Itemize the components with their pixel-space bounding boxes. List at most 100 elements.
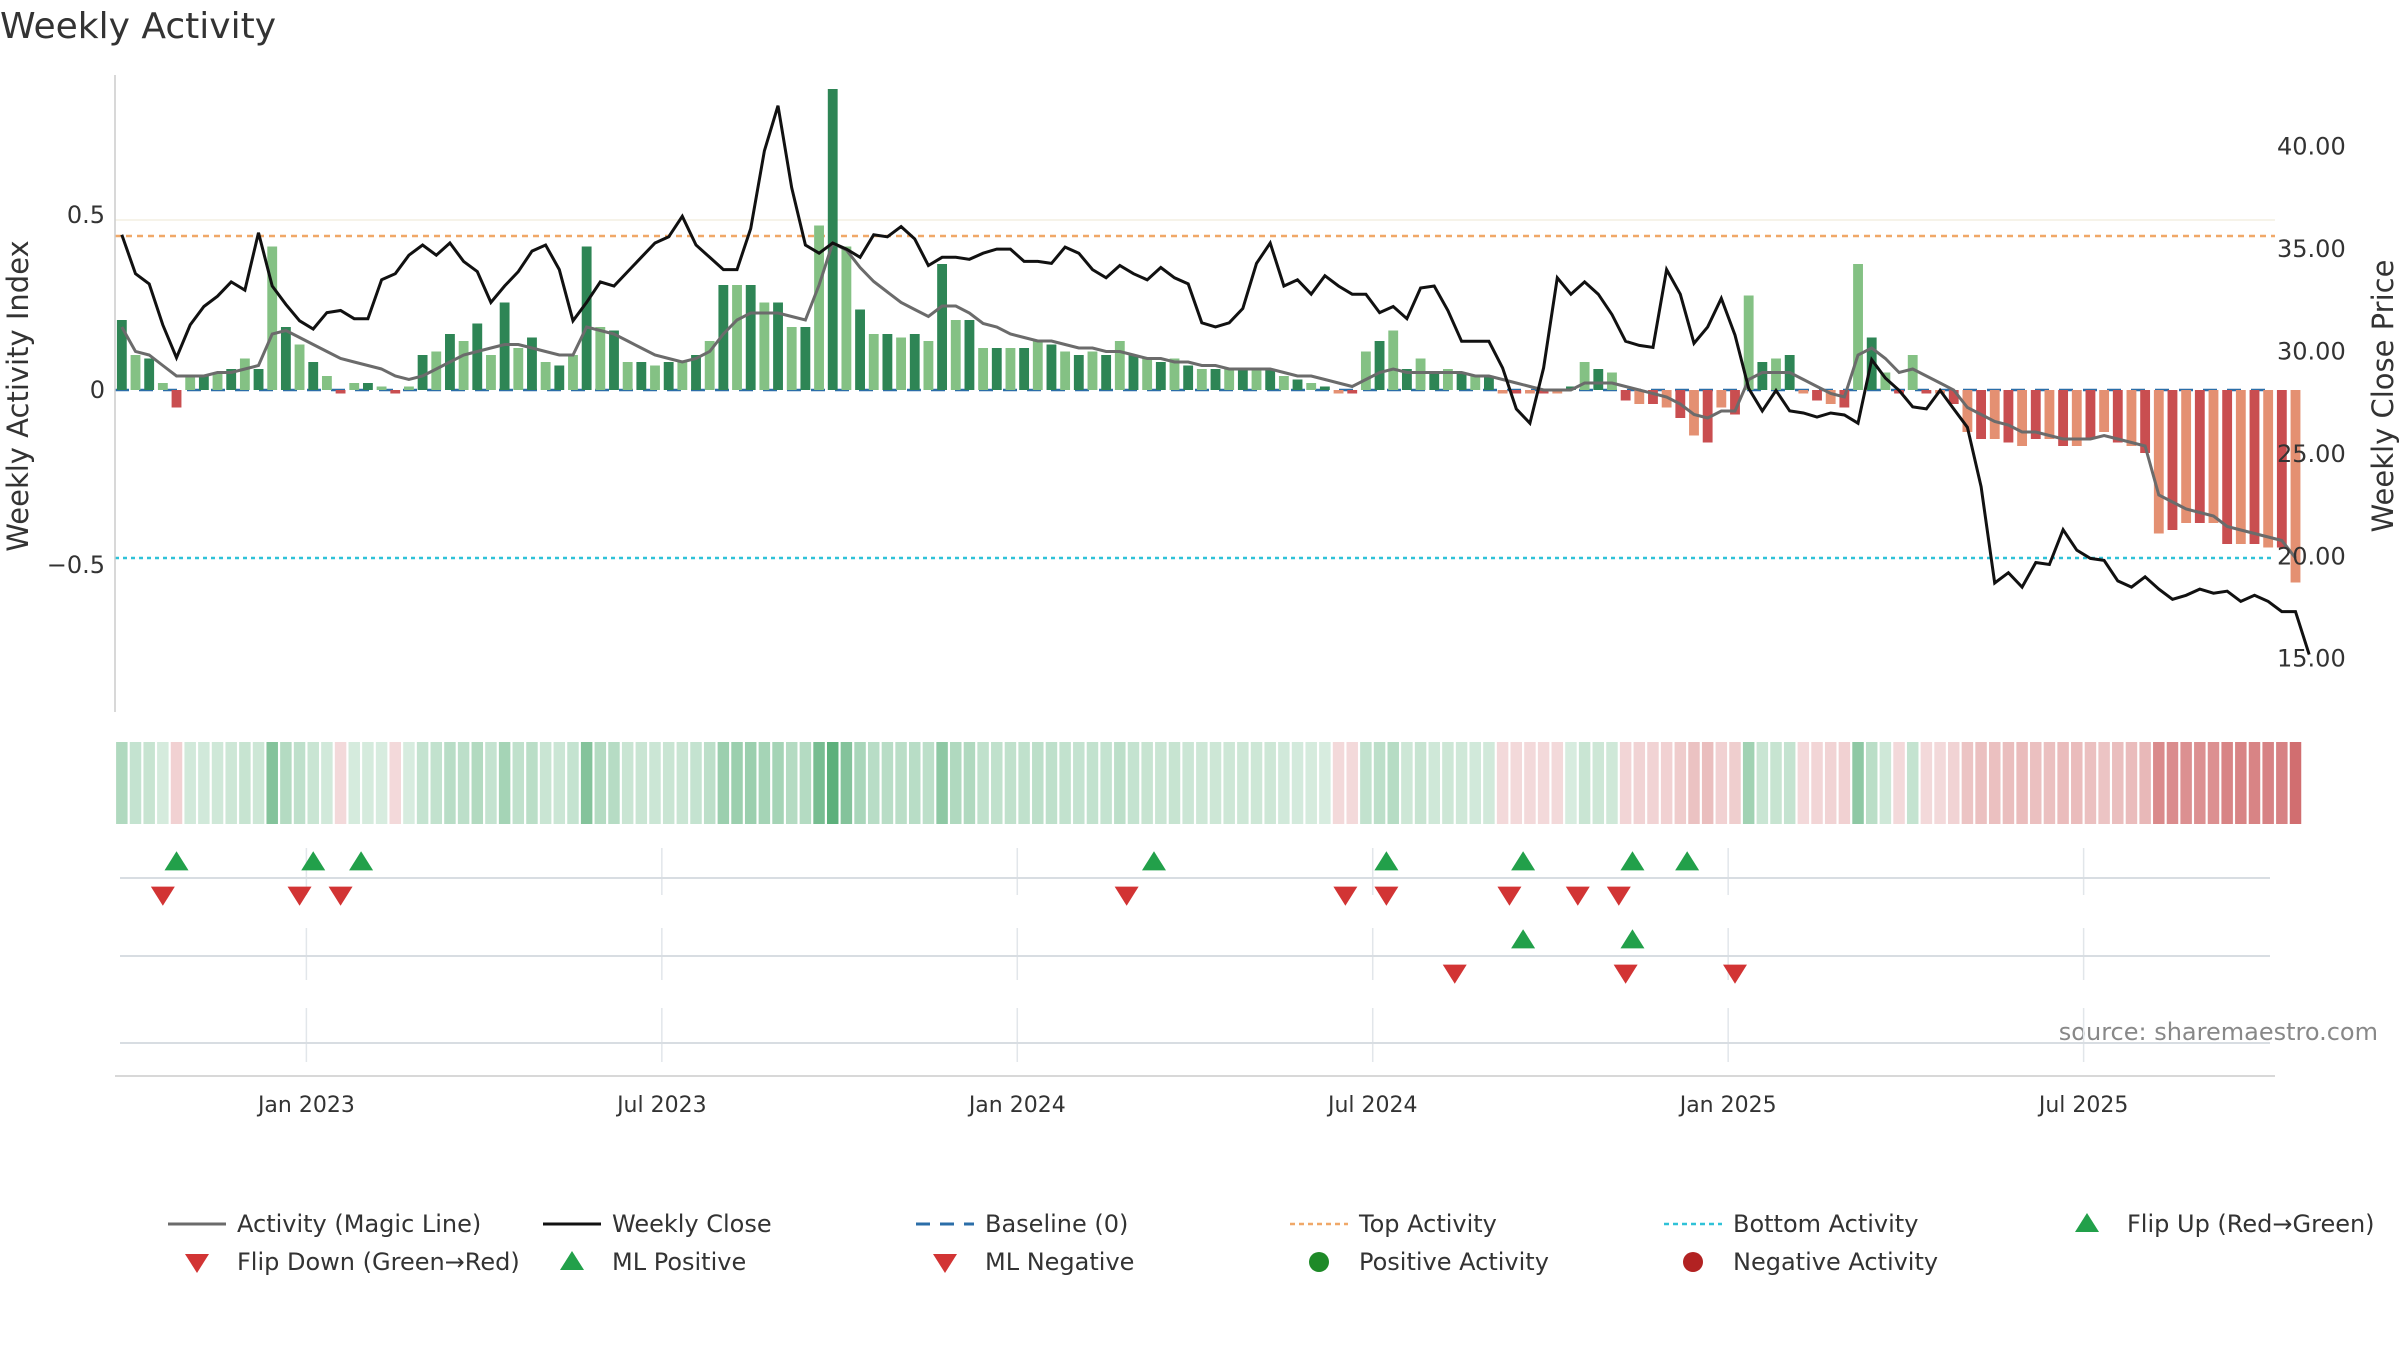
- flip-down-marker: [287, 886, 312, 906]
- heat-strip-cell: [785, 742, 798, 824]
- heat-strip-cell: [1223, 742, 1235, 824]
- heat-strip-cell: [2207, 742, 2220, 824]
- heat-strip-cell: [799, 742, 812, 824]
- flip-down-marker: [1333, 886, 1358, 906]
- heat-strip-cell: [2071, 742, 2083, 824]
- activity-bar: [1456, 372, 1467, 390]
- heat-strip-cell: [1729, 742, 1741, 824]
- heat-strip-cell: [1619, 742, 1632, 824]
- activity-bar: [909, 334, 920, 390]
- heat-strip-cell: [676, 742, 689, 824]
- activity-bar: [1210, 369, 1221, 390]
- activity-bar: [937, 264, 948, 390]
- legend-label: ML Negative: [985, 1248, 1134, 1276]
- activity-bar: [1401, 369, 1412, 390]
- activity-bar: [964, 320, 975, 390]
- activity-bar: [540, 362, 551, 390]
- activity-bar: [2140, 390, 2151, 453]
- legend-label: Bottom Activity: [1733, 1210, 1918, 1238]
- heat-strip-cell: [2139, 742, 2151, 824]
- activity-bar: [267, 246, 278, 390]
- heat-strip-cell: [1537, 742, 1550, 824]
- activity-bar: [1525, 390, 1535, 394]
- activity-bar: [1073, 355, 1084, 390]
- x-tick-label: Jul 2023: [615, 1093, 707, 1118]
- activity-bar: [1620, 390, 1631, 401]
- heat-strip-cell: [1045, 742, 1058, 824]
- heat-strip-cell: [2112, 742, 2124, 824]
- heat-strip-cell: [1086, 742, 1099, 824]
- activity-bar: [2030, 390, 2041, 439]
- activity-bar: [1497, 390, 1508, 394]
- right-axis-title: Weekly Close Price: [2366, 260, 2400, 533]
- flip-down-marker: [150, 886, 175, 906]
- heat-strip-cell: [157, 742, 169, 824]
- activity-bar: [1360, 351, 1371, 390]
- heat-strip-cell: [2043, 742, 2056, 824]
- heat-strip-cell: [1360, 742, 1372, 824]
- heat-strip-cell: [1018, 742, 1030, 824]
- x-tick-label: Jan 2025: [1678, 1093, 1777, 1118]
- heat-strip-cell: [307, 742, 319, 824]
- activity-bar: [1415, 358, 1426, 390]
- activity-bar: [376, 386, 387, 390]
- activity-bar: [2167, 390, 2178, 530]
- activity-bar: [1292, 379, 1303, 390]
- flip-down-marker: [328, 886, 353, 906]
- activity-bar: [1962, 390, 1973, 432]
- heat-strip-cell: [1947, 742, 1960, 824]
- activity-bar: [404, 386, 414, 390]
- heat-strip-cell: [143, 742, 155, 824]
- activity-bar: [2235, 390, 2246, 544]
- activity-bar: [1347, 390, 1358, 394]
- heat-strip-cell: [1715, 742, 1728, 824]
- heat-strip-cell: [403, 742, 415, 824]
- activity-bar: [1224, 369, 1235, 390]
- heat-strip-cell: [416, 742, 429, 824]
- activity-bar: [991, 348, 1002, 390]
- flip-up-marker: [1141, 851, 1166, 871]
- flip-down-marker: [1114, 886, 1139, 906]
- heat-strip-cell: [2276, 742, 2288, 824]
- activity-bar: [1374, 341, 1385, 390]
- heat-strip-cell: [485, 742, 497, 824]
- activity-bar: [2263, 390, 2274, 548]
- legend-swatch: [1683, 1252, 1703, 1272]
- heat-strip-cell: [1688, 742, 1700, 824]
- heat-strip-cell: [1469, 742, 1481, 824]
- heat-strip-cell: [2194, 742, 2206, 824]
- activity-bar: [1237, 369, 1248, 390]
- activity-bar: [1552, 390, 1563, 394]
- flip-down-marker: [1606, 886, 1631, 906]
- right-tick-label: 25.00: [2277, 440, 2346, 468]
- heat-strip-cell: [1346, 742, 1358, 824]
- heat-strip-cell: [1291, 742, 1304, 824]
- heat-strip-cell: [1168, 742, 1181, 824]
- ml-negative-marker: [1613, 964, 1638, 984]
- heat-strip-cell: [239, 742, 251, 824]
- heat-strip-cell: [1004, 742, 1017, 824]
- activity-bar: [2112, 390, 2123, 443]
- heat-strip-cell: [703, 742, 716, 824]
- heat-strip-cell: [553, 742, 566, 824]
- heat-strip-cell: [580, 742, 593, 824]
- heat-strip-cell: [1838, 742, 1851, 824]
- heat-strip-cell: [1906, 742, 1919, 824]
- flip-down-marker: [1497, 886, 1522, 906]
- flip-down-marker: [1374, 886, 1399, 906]
- activity-bar: [1128, 355, 1139, 390]
- activity-bar: [390, 390, 401, 394]
- legend-label: ML Positive: [612, 1248, 746, 1276]
- activity-bar: [704, 341, 715, 390]
- heat-strip-cell: [334, 742, 347, 824]
- activity-bar: [773, 302, 783, 390]
- activity-bar: [2249, 390, 2260, 544]
- activity-bar: [1730, 390, 1740, 415]
- heat-strip-cell: [758, 742, 771, 824]
- heat-strip-cell: [608, 742, 620, 824]
- heat-strip-cell: [2002, 742, 2015, 824]
- heat-strip-cell: [1852, 742, 1864, 824]
- activity-bar: [2099, 390, 2110, 432]
- chart-title: Weekly Activity: [0, 6, 276, 47]
- activity-bar: [1333, 390, 1344, 394]
